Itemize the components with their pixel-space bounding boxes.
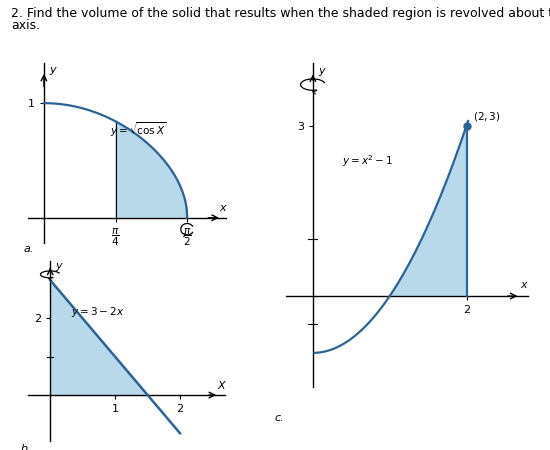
Text: $y$: $y$: [50, 65, 58, 77]
Text: b.: b.: [21, 445, 32, 450]
Text: $y = x^2 - 1$: $y = x^2 - 1$: [342, 153, 393, 169]
Text: a.: a.: [24, 244, 34, 254]
Text: $y = 3 - 2x$: $y = 3 - 2x$: [71, 305, 124, 319]
Text: axis.: axis.: [11, 19, 40, 32]
Text: $y$: $y$: [55, 261, 64, 273]
Text: $(2, 3)$: $(2, 3)$: [472, 110, 500, 123]
Text: 2. Find the volume of the solid that results when the shaded region is revolved : 2. Find the volume of the solid that res…: [11, 7, 550, 20]
Polygon shape: [390, 126, 466, 296]
Text: $X$: $X$: [217, 379, 227, 391]
Text: $y = \sqrt{\cos X}$: $y = \sqrt{\cos X}$: [109, 121, 166, 139]
Text: $y$: $y$: [318, 66, 327, 77]
Text: $x$: $x$: [219, 203, 228, 213]
Text: $x$: $x$: [520, 280, 529, 290]
Text: c.: c.: [274, 413, 284, 423]
